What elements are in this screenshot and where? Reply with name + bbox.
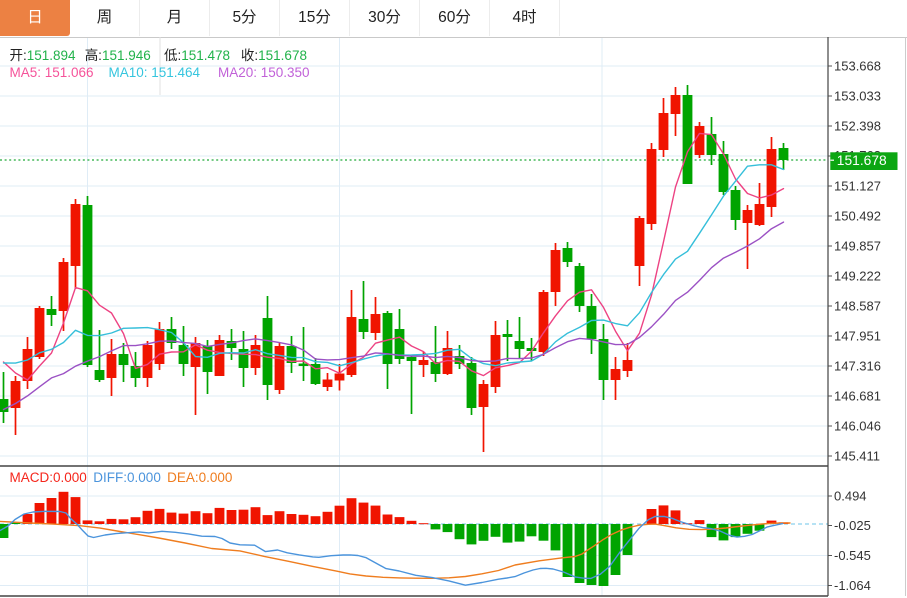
svg-text:-0.545: -0.545 bbox=[834, 548, 871, 563]
svg-text:-0.025: -0.025 bbox=[834, 518, 871, 533]
svg-text:0.494: 0.494 bbox=[834, 489, 867, 504]
svg-text:151.127: 151.127 bbox=[834, 179, 881, 194]
svg-text:-1.064: -1.064 bbox=[834, 578, 871, 593]
svg-text:145.411: 145.411 bbox=[834, 449, 880, 464]
svg-text:149.222: 149.222 bbox=[834, 269, 881, 284]
svg-text:147.316: 147.316 bbox=[834, 359, 881, 374]
svg-text:146.046: 146.046 bbox=[834, 419, 881, 434]
svg-text:153.668: 153.668 bbox=[834, 59, 881, 74]
svg-text:152.398: 152.398 bbox=[834, 119, 881, 134]
svg-text:147.951: 147.951 bbox=[834, 329, 881, 344]
svg-text:146.681: 146.681 bbox=[834, 389, 881, 404]
svg-text:151.678: 151.678 bbox=[837, 153, 887, 168]
svg-text:153.033: 153.033 bbox=[834, 89, 881, 104]
svg-text:150.492: 150.492 bbox=[834, 209, 881, 224]
svg-text:148.587: 148.587 bbox=[834, 299, 881, 314]
svg-text:149.857: 149.857 bbox=[834, 239, 881, 254]
